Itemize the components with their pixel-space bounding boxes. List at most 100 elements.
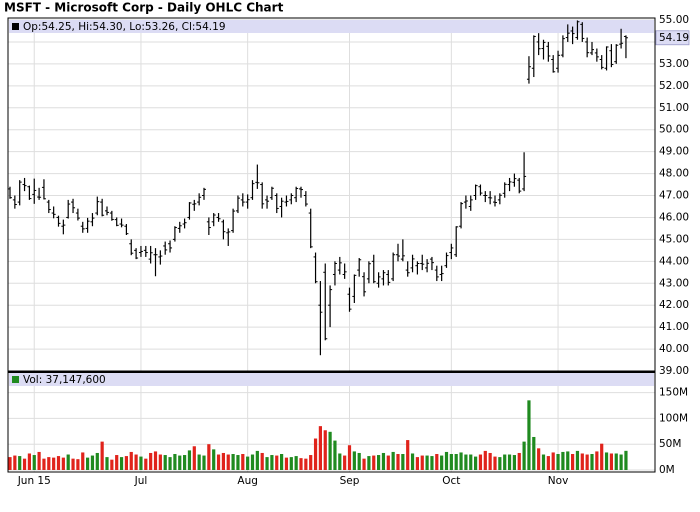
volume-bar	[76, 459, 80, 470]
volume-tick-label: 50M	[659, 438, 681, 450]
volume-bar	[86, 457, 90, 470]
volume-bar	[318, 426, 322, 470]
volume-bar	[546, 456, 550, 470]
volume-legend-strip	[9, 373, 654, 386]
y-tick-label: 52.00	[659, 80, 689, 92]
volume-bar	[464, 454, 468, 470]
y-tick-label: 53.00	[659, 58, 689, 70]
volume-bar	[139, 456, 143, 470]
volume-bar	[61, 457, 65, 470]
volume-bar	[37, 451, 41, 470]
volume-bar	[226, 454, 230, 470]
volume-bar	[18, 456, 22, 470]
volume-bar	[328, 431, 332, 470]
volume-bar	[178, 455, 182, 470]
volume-bar	[236, 455, 240, 470]
volume-bar	[396, 454, 400, 470]
x-tick-label: Aug	[237, 475, 258, 487]
x-tick-label: Nov	[548, 475, 569, 487]
y-tick-label: 40.00	[659, 343, 689, 355]
volume-bar	[81, 452, 85, 470]
y-tick-label: 39.00	[659, 365, 689, 377]
volume-bar	[381, 452, 386, 470]
volume-bar	[551, 452, 555, 470]
volume-bar	[309, 455, 313, 470]
volume-bar	[260, 452, 264, 470]
volume-bar	[192, 446, 196, 470]
volume-bar	[207, 444, 211, 470]
volume-bar	[386, 455, 390, 470]
volume-bar	[493, 456, 497, 470]
volume-bar	[343, 455, 347, 470]
x-tick-label: Sep	[340, 475, 360, 487]
last-price-box	[655, 30, 690, 46]
price-legend: Op:54.25, Hi:54.30, Lo:53.26, Cl:54.19	[23, 21, 226, 33]
volume-bar	[110, 459, 114, 470]
volume-bar	[527, 400, 531, 470]
volume-tick-label: 150M	[659, 387, 688, 399]
volume-bar	[454, 454, 458, 470]
volume-bar	[415, 457, 419, 470]
volume-bar	[134, 454, 138, 470]
volume-bar	[100, 441, 104, 470]
volume-bar	[604, 452, 609, 470]
volume-bar	[420, 455, 424, 470]
volume-bar	[406, 440, 410, 470]
volume-bar	[323, 430, 327, 470]
y-tick-label: 42.00	[659, 299, 689, 311]
volume-bar	[391, 451, 395, 470]
volume-tick-label: 0M	[659, 464, 675, 476]
volume-legend: Vol: 37,147,600	[23, 374, 106, 386]
volume-bar	[522, 441, 526, 470]
volume-bar	[42, 458, 46, 470]
volume-bar	[614, 453, 618, 470]
volume-bar	[47, 457, 51, 470]
volume-bar	[32, 455, 36, 470]
volume-bar	[517, 452, 521, 470]
volume-bar	[119, 457, 124, 470]
volume-bar	[216, 454, 221, 470]
volume-bar	[313, 438, 318, 470]
volume-bar	[338, 453, 342, 470]
labels: 39.00 40.00 41.00 42.00 43.00 44.00 45.00 46.00…	[17, 14, 690, 487]
volume-bar	[507, 454, 512, 470]
volume-bar	[372, 455, 376, 470]
volume-bar	[8, 457, 12, 470]
volume-bar	[158, 454, 162, 470]
volume-bar	[352, 451, 356, 470]
volume-bar	[469, 454, 473, 470]
volume-bar	[280, 454, 284, 470]
y-tick-label: 49.00	[659, 146, 689, 158]
volume-bar	[294, 456, 298, 470]
volume-bar	[144, 458, 148, 470]
volume-bar	[197, 454, 201, 470]
volume-bar	[377, 455, 381, 470]
volume-bar	[561, 451, 565, 470]
volume-bar	[90, 455, 95, 470]
volume-bar	[168, 457, 172, 470]
volume-bar	[532, 436, 536, 470]
volume-bar	[289, 457, 293, 470]
volume-bar	[202, 455, 206, 470]
volume-bar	[231, 454, 235, 470]
volume-bar	[498, 457, 502, 470]
volume-bar	[22, 458, 27, 470]
volume-bar	[541, 454, 546, 470]
volume-bar	[430, 456, 434, 470]
volume-bar	[246, 456, 250, 470]
volume-bar	[95, 452, 99, 470]
volume-bar	[163, 455, 167, 470]
volume-tick-label: 100M	[659, 412, 688, 424]
volume-bar	[609, 453, 613, 470]
volume-bar	[367, 456, 371, 470]
volume-bar	[401, 454, 405, 470]
volume-bar	[52, 457, 56, 470]
y-tick-label: 41.00	[659, 321, 689, 333]
volume-legend-swatch	[12, 376, 19, 383]
volume-bar	[444, 451, 449, 470]
volume-bar	[347, 445, 352, 470]
volume-bar	[275, 455, 279, 470]
volume-bar	[212, 449, 216, 470]
volume-bar	[255, 450, 259, 470]
volume-bar	[474, 456, 478, 470]
